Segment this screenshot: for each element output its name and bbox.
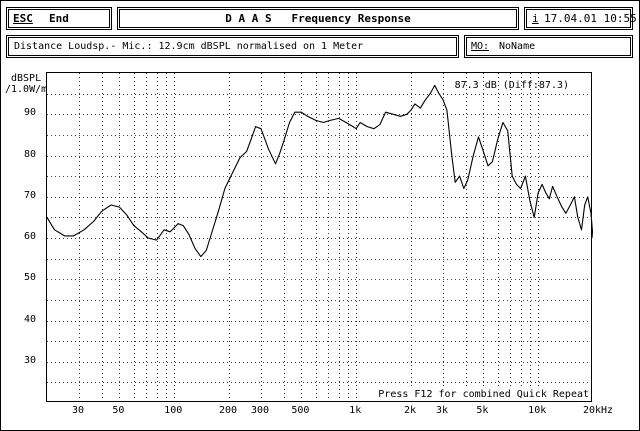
- x-tick-label: 30: [72, 405, 85, 416]
- level-readout: 87.3 dB (Diff:87.3): [454, 80, 569, 91]
- y-tick-label: 30: [23, 354, 36, 366]
- esc-key: ESC: [13, 12, 33, 25]
- mo-value: NoName: [499, 41, 536, 52]
- x-tick-label: 10k: [528, 405, 547, 416]
- x-tick-label: 5k: [476, 405, 489, 416]
- y-tick-label: 80: [23, 148, 36, 160]
- y-axis-title-line1: dBSPL: [11, 73, 42, 84]
- x-tick-label: 2k: [403, 405, 417, 416]
- plot-area[interactable]: 87.3 dB (Diff:87.3) Press F12 for combin…: [46, 72, 593, 403]
- x-tick-label: 500: [291, 405, 310, 416]
- x-tick-label: 50: [112, 405, 125, 416]
- x-tick-label: 20kHz: [582, 405, 614, 416]
- end-label: End: [49, 12, 69, 25]
- x-tick-label: 1k: [349, 405, 362, 416]
- y-tick-label: 50: [23, 272, 36, 284]
- mo-field[interactable]: MO: NoName: [464, 35, 633, 58]
- frequency-response-chart: [47, 73, 593, 403]
- x-tick-label: 100: [164, 405, 183, 416]
- info-datetime-button[interactable]: i 17.04.01 10:55: [524, 7, 637, 30]
- date-time: 17.04.01 10:55: [544, 12, 637, 25]
- y-tick-label: 60: [23, 231, 36, 242]
- info-key: i: [532, 12, 539, 25]
- x-tick-label: 200: [218, 405, 238, 416]
- x-tick-label: 300: [251, 405, 270, 416]
- page-title: D A A S Frequency Response: [225, 12, 411, 25]
- mo-label: MO:: [471, 41, 490, 52]
- esc-end-button[interactable]: ESC End: [6, 7, 112, 30]
- y-tick-label: 40: [23, 313, 36, 325]
- y-tick-label: 90: [23, 107, 36, 119]
- frequency-response-curve: [47, 84, 593, 258]
- y-tick-label: 70: [23, 189, 36, 201]
- description-box: Distance Loudsp.- Mic.: 12.9cm dBSPL nor…: [6, 35, 459, 58]
- title-bar: D A A S Frequency Response: [117, 7, 519, 30]
- x-tick-label: 3k: [436, 405, 449, 416]
- description-text: Distance Loudsp.- Mic.: 12.9cm dBSPL nor…: [14, 41, 364, 52]
- footer-hint: Press F12 for combined Quick Repeat: [378, 389, 589, 401]
- y-axis-title-line2: /1.0W/m: [5, 84, 48, 95]
